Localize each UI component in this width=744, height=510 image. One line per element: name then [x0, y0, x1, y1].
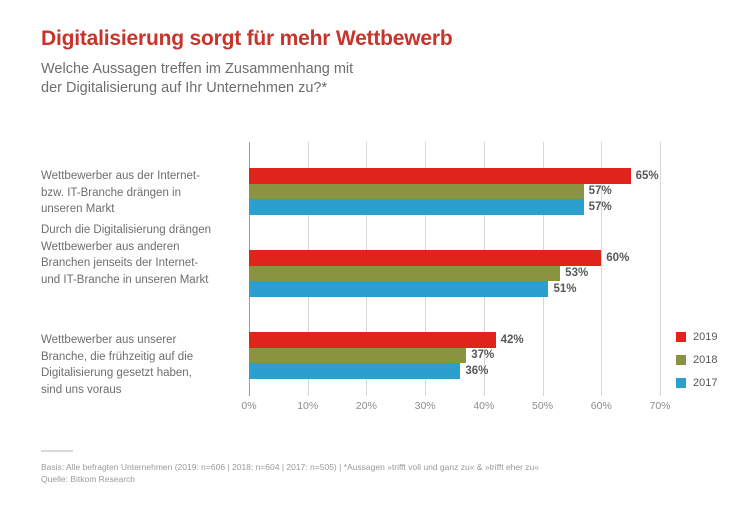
- x-axis-tick-label: 0%: [241, 400, 257, 412]
- x-axis-tick-label: 40%: [473, 400, 495, 412]
- chart-legend: 2019 2018 2017: [676, 327, 717, 396]
- x-axis-tick-label: 10%: [297, 400, 319, 412]
- bar-group: 65% 57% 57%: [249, 168, 660, 215]
- legend-label: 2019: [693, 330, 718, 343]
- legend-swatch-icon: [676, 331, 686, 342]
- x-axis-tick-label: 70%: [649, 400, 671, 412]
- legend-item-2019[interactable]: 2019: [676, 327, 717, 346]
- category-label: Durch die Digitalisierung drängen Wettbe…: [41, 224, 212, 286]
- bar-row[interactable]: 60%: [249, 250, 660, 266]
- legend-label: 2018: [693, 353, 718, 366]
- gridline: [425, 142, 427, 396]
- chart-header: Digitalisierung sorgt für mehr Wettbewer…: [41, 26, 701, 98]
- footer-divider: [41, 450, 73, 452]
- bar-row[interactable]: 57%: [249, 183, 660, 199]
- chart-subtitle: Welche Aussagen treffen im Zusammenhang …: [41, 61, 354, 96]
- gridline: [601, 142, 603, 396]
- bar-row[interactable]: 37%: [249, 347, 660, 363]
- axis-line-zero: [249, 142, 250, 396]
- x-axis-tick-label: 30%: [414, 400, 436, 412]
- bar-value-label: 60%: [606, 251, 630, 264]
- bar-2018[interactable]: [249, 347, 467, 363]
- gridline: [483, 142, 485, 396]
- bar-value-label: 42%: [500, 333, 524, 346]
- bar-row[interactable]: 42%: [249, 332, 660, 348]
- plot-area: 0% 10% 20% 30% 40% 50% 60% 70% 65% 57% 57% 60% 53% 51…: [241, 142, 671, 412]
- bar-value-label: 36%: [465, 364, 489, 377]
- bar-group: 60% 53% 51%: [249, 250, 660, 297]
- gridline: [366, 142, 368, 396]
- bar-2019[interactable]: [249, 332, 496, 348]
- bar-value-label: 57%: [588, 185, 612, 198]
- bar-2018[interactable]: [249, 183, 584, 199]
- bar-2017[interactable]: [249, 281, 549, 297]
- legend-swatch-icon: [676, 377, 686, 388]
- bar-row[interactable]: 57%: [249, 199, 660, 215]
- bar-value-label: 57%: [588, 200, 612, 213]
- category-label: Wettbewerber aus unserer Branche, die fr…: [41, 334, 194, 396]
- gridline: [542, 142, 544, 396]
- bar-row[interactable]: 65%: [249, 168, 660, 184]
- bar-2017[interactable]: [249, 363, 461, 379]
- category-label: Wettbewerber aus der Internet- bzw. IT-B…: [41, 170, 200, 215]
- bar-value-label: 51%: [553, 282, 577, 295]
- gridline: [307, 142, 309, 396]
- bar-2018[interactable]: [249, 265, 561, 281]
- gridline: [660, 142, 661, 396]
- footnote-basis: Basis: Alle befragten Unternehmen (2019:…: [41, 462, 539, 472]
- bar-2019[interactable]: [249, 168, 631, 184]
- legend-label: 2017: [693, 376, 718, 389]
- chart-footer: Basis: Alle befragten Unternehmen (2019:…: [41, 450, 706, 485]
- bar-2019[interactable]: [249, 250, 602, 266]
- legend-swatch-icon: [676, 354, 686, 365]
- bar-row[interactable]: 36%: [249, 363, 660, 379]
- legend-item-2017[interactable]: 2017: [676, 373, 717, 392]
- bar-2017[interactable]: [249, 199, 584, 215]
- bar-group: 42% 37% 36%: [249, 332, 660, 379]
- bar-value-label: 53%: [565, 267, 589, 280]
- bar-value-label: 37%: [471, 349, 495, 362]
- page-title: Digitalisierung sorgt für mehr Wettbewer…: [41, 27, 453, 50]
- legend-item-2018[interactable]: 2018: [676, 350, 717, 369]
- bar-value-label: 65%: [635, 169, 659, 182]
- x-axis-tick-label: 50%: [532, 400, 554, 412]
- bar-row[interactable]: 51%: [249, 281, 660, 297]
- bar-row[interactable]: 53%: [249, 265, 660, 281]
- x-axis-tick-label: 20%: [355, 400, 377, 412]
- category-axis-labels: Wettbewerber aus der Internet- bzw. IT-B…: [41, 142, 237, 396]
- x-axis-tick-label: 60%: [590, 400, 612, 412]
- footnote-source: Quelle: Bitkom Research: [41, 474, 136, 484]
